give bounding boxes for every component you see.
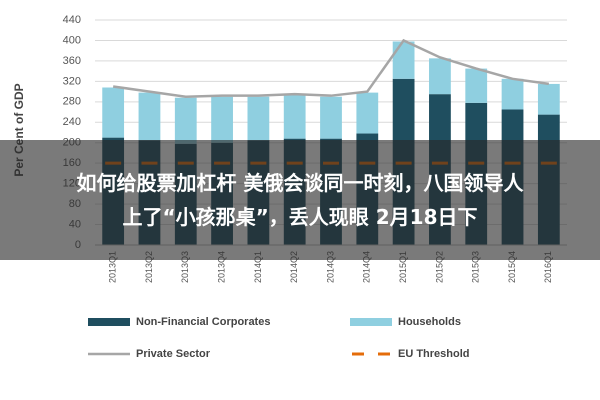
bar [283,95,306,139]
x-tick-label: 2016Q1 [543,251,553,283]
legend: Non-Financial Corporates Households Privat… [88,316,470,360]
caption-line: 上了“小孩那桌”，丢人现眼 2月18日下 [122,205,478,229]
legend-swatch [88,318,130,326]
bar [320,96,342,139]
y-tick-label: 360 [63,55,81,67]
x-tick-label: 2014Q2 [289,251,299,283]
bar [138,92,161,141]
x-tick-label: 2013Q4 [216,251,226,283]
y-tick-label: 400 [63,34,81,46]
y-tick-label: 320 [63,75,81,87]
x-tick-label: 2015Q1 [398,251,408,283]
y-tick-label: 280 [63,96,81,108]
bar [174,97,197,144]
y-tick-label: 440 [63,14,81,26]
bar [501,78,524,110]
bar [102,87,125,138]
caption-line: 如何给股票加杠杆 美俄会谈同一时刻，八国领导人 [76,171,524,195]
x-tick-label: 2013Q1 [108,251,118,283]
legend-swatch [350,318,392,326]
x-tick-label: 2014Q4 [362,251,372,283]
legend-label: Private Sector [136,348,211,360]
x-tick-label: 2015Q3 [471,251,481,283]
bar [356,92,379,134]
legend-label: Households [398,316,461,328]
bar [537,83,560,115]
bar [465,68,488,103]
caption-overlay: 如何给股票加杠杆 美俄会谈同一时刻，八国领导人 上了“小孩那桌”，丢人现眼 2月… [0,140,600,260]
y-tick-label: 240 [63,116,81,128]
x-tick-label: 2013Q3 [180,251,190,283]
bar [392,41,415,79]
legend-label: Non-Financial Corporates [136,316,270,328]
x-tick-label: 2014Q1 [253,251,263,283]
x-tick-label: 2013Q2 [144,251,154,283]
x-tick-label: 2015Q4 [507,251,517,283]
x-tick-label: 2015Q2 [434,251,444,283]
bar [211,96,233,143]
x-tick-label: 2014Q3 [325,251,335,283]
bar [247,96,270,141]
line [112,38,550,98]
legend-label: EU Threshold [398,348,470,360]
bar [429,58,451,95]
